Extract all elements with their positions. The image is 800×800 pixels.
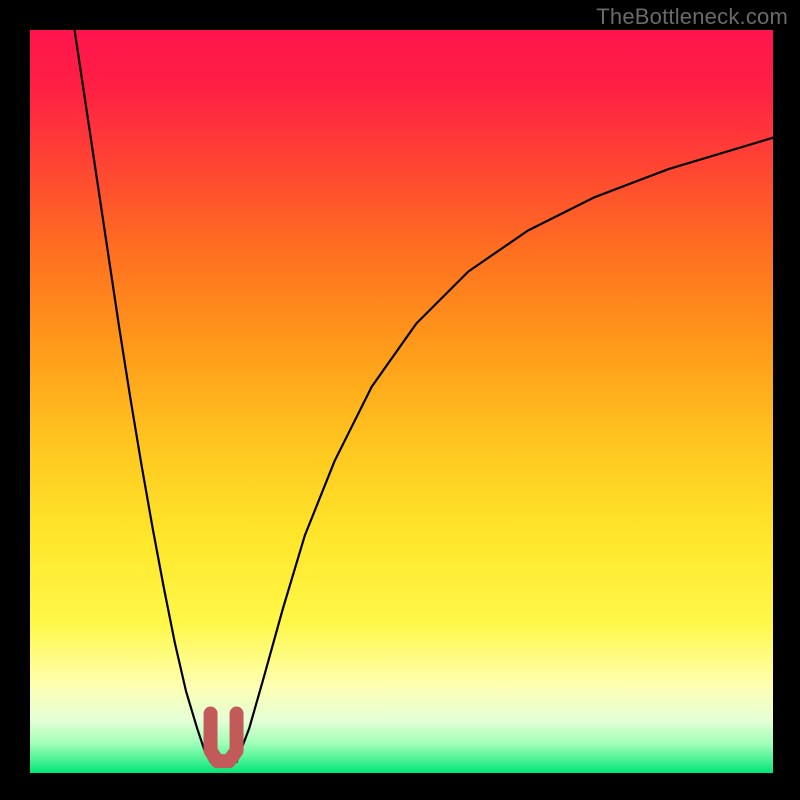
plot-area (30, 30, 773, 773)
watermark-text: TheBottleneck.com (596, 4, 788, 30)
chart-canvas: TheBottleneck.com (0, 0, 800, 800)
gradient-background (30, 30, 773, 773)
